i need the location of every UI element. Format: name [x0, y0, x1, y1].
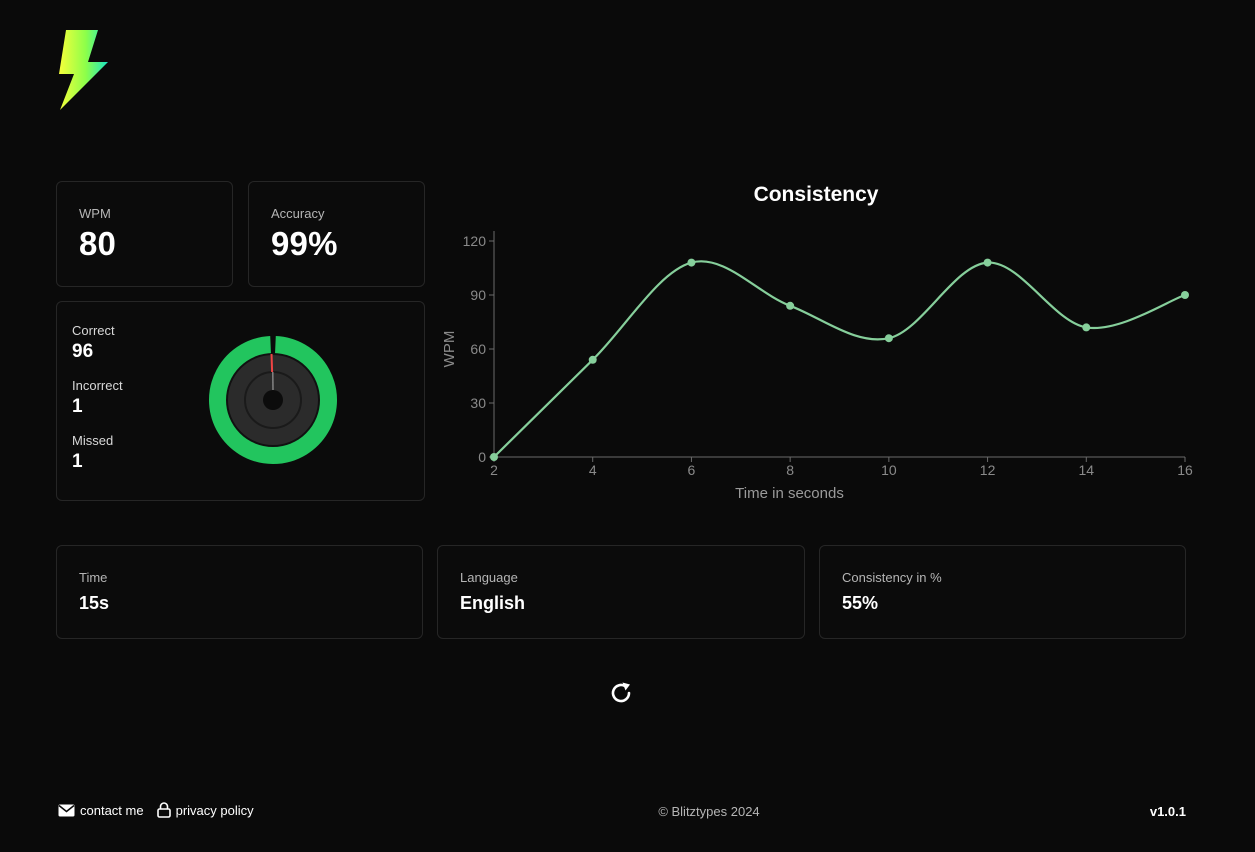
consistency-label: Consistency in % — [842, 570, 942, 585]
y-tick-label: 30 — [470, 395, 486, 411]
x-tick-label: 10 — [881, 462, 897, 478]
data-point — [687, 258, 696, 267]
refresh-icon — [611, 682, 631, 703]
correct-stat: Correct 96 — [72, 323, 424, 363]
consistency-card: Consistency in % 55% — [819, 545, 1186, 639]
time-value: 15s — [79, 593, 110, 613]
version-text: v1.0.1 — [1149, 804, 1186, 819]
lightning-logo-icon[interactable] — [56, 28, 110, 112]
wpm-card: WPM 80 — [56, 181, 233, 287]
language-card: Language English — [437, 545, 805, 639]
missed-stat: Missed 1 — [72, 433, 424, 473]
consistency-chart: Consistency 0 30 60 90 120 2 4 6 8 10 12 14 16 Time i… — [436, 170, 1196, 510]
series-line-wpm — [493, 260, 1186, 458]
x-axis-label: Time in seconds — [735, 485, 844, 502]
x-tick-label: 16 — [1177, 462, 1193, 478]
x-tick-label: 12 — [980, 462, 996, 478]
data-point — [490, 453, 498, 461]
missed-value: 1 — [72, 451, 83, 472]
x-tick-label: 2 — [490, 462, 498, 478]
x-tick-label: 8 — [786, 462, 794, 478]
data-point — [588, 355, 597, 364]
accuracy-label: Accuracy — [271, 206, 325, 221]
correct-label: Correct — [72, 323, 115, 338]
gauge-incorrect-needle — [270, 353, 274, 373]
lock-icon — [156, 802, 171, 818]
y-tick-label: 90 — [470, 287, 486, 303]
data-point — [1082, 323, 1091, 332]
contact-link[interactable]: contact me — [58, 803, 144, 818]
y-tick-label: 60 — [470, 341, 486, 357]
x-tick-label: 14 — [1078, 462, 1094, 478]
accuracy-value: 99% — [271, 225, 338, 262]
chart-canvas: 0 30 60 90 120 2 4 6 8 10 12 14 16 Time in seconds WPM — [441, 231, 1193, 502]
missed-label: Missed — [72, 433, 114, 448]
data-point — [983, 258, 992, 267]
gauge-correct-arc — [209, 336, 337, 464]
gauge-hub — [263, 390, 283, 410]
accuracy-gauge — [209, 336, 337, 464]
characters-card: Correct 96 Incorrect 1 Missed 1 — [56, 301, 425, 501]
x-tick-label: 6 — [688, 462, 696, 478]
incorrect-stat: Incorrect 1 — [72, 378, 424, 418]
incorrect-label: Incorrect — [72, 378, 123, 393]
y-tick-label: 0 — [478, 449, 486, 465]
data-point — [884, 334, 893, 343]
x-tick-label: 4 — [589, 462, 597, 478]
footer-links: contact me privacy policy — [58, 802, 267, 818]
wpm-value: 80 — [79, 225, 117, 262]
copyright-text: © Blitztypes 2024 — [658, 804, 760, 819]
incorrect-value: 1 — [72, 396, 83, 417]
data-point — [1181, 291, 1189, 299]
privacy-label: privacy policy — [175, 802, 254, 818]
consistency-value: 55% — [842, 593, 879, 613]
contact-label: contact me — [80, 802, 144, 818]
privacy-link[interactable]: privacy policy — [156, 802, 254, 818]
correct-value: 96 — [72, 341, 94, 362]
time-card: Time 15s — [56, 545, 423, 639]
y-tick-label: 120 — [463, 233, 487, 249]
language-value: English — [460, 593, 526, 613]
time-label: Time — [79, 570, 108, 585]
y-axis-label: WPM — [441, 331, 458, 368]
language-label: Language — [460, 570, 518, 585]
chart-title: Consistency — [753, 183, 879, 206]
accuracy-card: Accuracy 99% — [248, 181, 425, 287]
data-point — [786, 301, 795, 310]
wpm-label: WPM — [79, 206, 111, 221]
mail-icon — [58, 804, 75, 816]
restart-button[interactable] — [606, 678, 636, 708]
